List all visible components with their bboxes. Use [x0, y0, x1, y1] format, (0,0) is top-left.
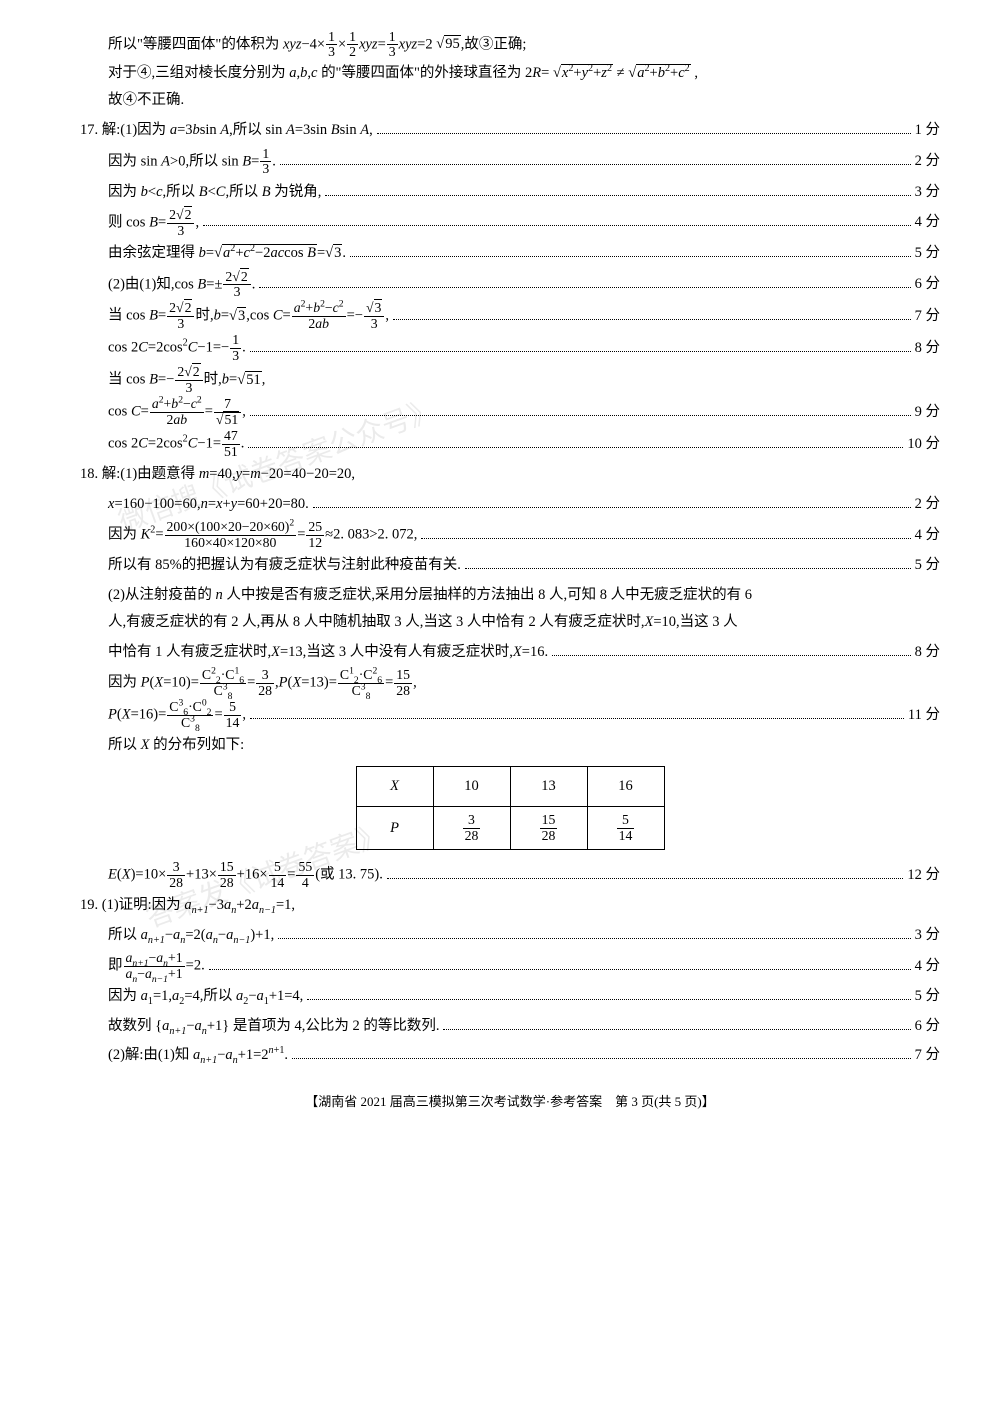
q18-l3: 因为 K2=200×(100×20−20×60)2160×40×120×80=2…: [80, 520, 940, 550]
q19-l6: (2)解:由(1)知 an+1−an+1=2n+1. 7 分: [80, 1042, 940, 1070]
q18-l6: 人,有疲乏症状的有 2 人,再从 8 人中随机抽取 3 人,当这 3 人中恰有 …: [80, 609, 940, 637]
q18-l8: 因为 P(X=10)=C22·C16C38=328,P(X=13)=C12·C2…: [80, 668, 940, 698]
q17-l3: 因为 b<c,所以 B<C,所以 B 为锐角, 3 分: [80, 179, 940, 207]
q18-l5: (2)从注射疫苗的 n 人中按是否有疲乏症状,采用分层抽样的方法抽出 8 人,可…: [80, 582, 940, 610]
q17-l11: cos 2C=2cos2C−1=4751. 10 分: [80, 429, 940, 459]
q18-l2: x=160−100=60,n=x+y=60+20=80. 2 分: [80, 491, 940, 519]
q18-l1: 18. 解:(1)由题意得 m=40,y=m−20=40−20=20,: [80, 461, 940, 489]
q19-l2: 所以 an+1−an=2(an−an−1)+1, 3 分: [80, 922, 940, 950]
pre-line-1: 所以"等腰四面体"的体积为 xyz−4×13×12xyz=13xyz=2 95,…: [80, 30, 940, 60]
table-cell: 514: [587, 807, 664, 850]
pre-line-3: 故④不正确.: [80, 87, 940, 115]
q19-l5: 故数列 {an+1−an+1} 是首项为 4,公比为 2 的等比数列. 6 分: [80, 1013, 940, 1041]
q17-l9: 当 cos B=−223时,b=51,: [80, 365, 940, 395]
table-cell: 1528: [510, 807, 587, 850]
q18-l4: 所以有 85%的把握认为有疲乏症状与注射此种疫苗有关. 5 分: [80, 552, 940, 580]
distribution-table: X 10 13 16 P 328 1528 514: [356, 766, 665, 850]
table-row: X 10 13 16: [356, 766, 664, 807]
table-cell: 328: [433, 807, 510, 850]
q19-l1: 19. (1)证明:因为 an+1−3an+2an−1=1,: [80, 892, 940, 920]
pre-line-2: 对于④,三组对棱长度分别为 a,b,c 的"等腰四面体"的外接球直径为 2R= …: [80, 60, 940, 88]
q18-ex: E(X)=10×328+13×1528+16×514=554(或 13. 75)…: [80, 860, 940, 890]
q17-l2: 因为 sin A>0,所以 sin B=13. 2 分: [80, 147, 940, 177]
q17-l4: 则 cos B=223, 4 分: [80, 208, 940, 238]
table-row: P 328 1528 514: [356, 807, 664, 850]
q17-l7: 当 cos B=223时,b=3,cos C=a2+b2−c22ab=−33, …: [80, 301, 940, 331]
q19-l4: 因为 a1=1,a2=4,所以 a2−a1+1=4, 5 分: [80, 983, 940, 1011]
q17-l1: 17. 解:(1)因为 a=3bsin A,所以 sin A=3sin Bsin…: [80, 117, 940, 145]
q17-l10: cos C=a2+b2−c22ab=751, 9 分: [80, 397, 940, 427]
q18-l7: 中恰有 1 人有疲乏症状时,X=13,当这 3 人中没有人有疲乏症状时,X=16…: [80, 639, 940, 667]
q19-l3: 即an+1−an+1an−an−1+1=2. 4 分: [80, 951, 940, 981]
q17-l6: (2)由(1)知,cos B=±223. 6 分: [80, 270, 940, 300]
table-cell: P: [356, 807, 433, 850]
table-cell: 13: [510, 766, 587, 807]
q17-l8: cos 2C=2cos2C−1=−13. 8 分: [80, 333, 940, 363]
page-footer: 【湖南省 2021 届高三模拟第三次考试数学·参考答案 第 3 页(共 5 页)…: [80, 1090, 940, 1115]
q18-l10: 所以 X 的分布列如下:: [80, 732, 940, 760]
table-cell: X: [356, 766, 433, 807]
table-cell: 10: [433, 766, 510, 807]
q17-l5: 由余弦定理得 b=a2+c2−2accos B=3. 5 分: [80, 240, 940, 268]
q18-l9: P(X=16)=C36·C02C38=514, 11 分: [80, 700, 940, 730]
table-cell: 16: [587, 766, 664, 807]
